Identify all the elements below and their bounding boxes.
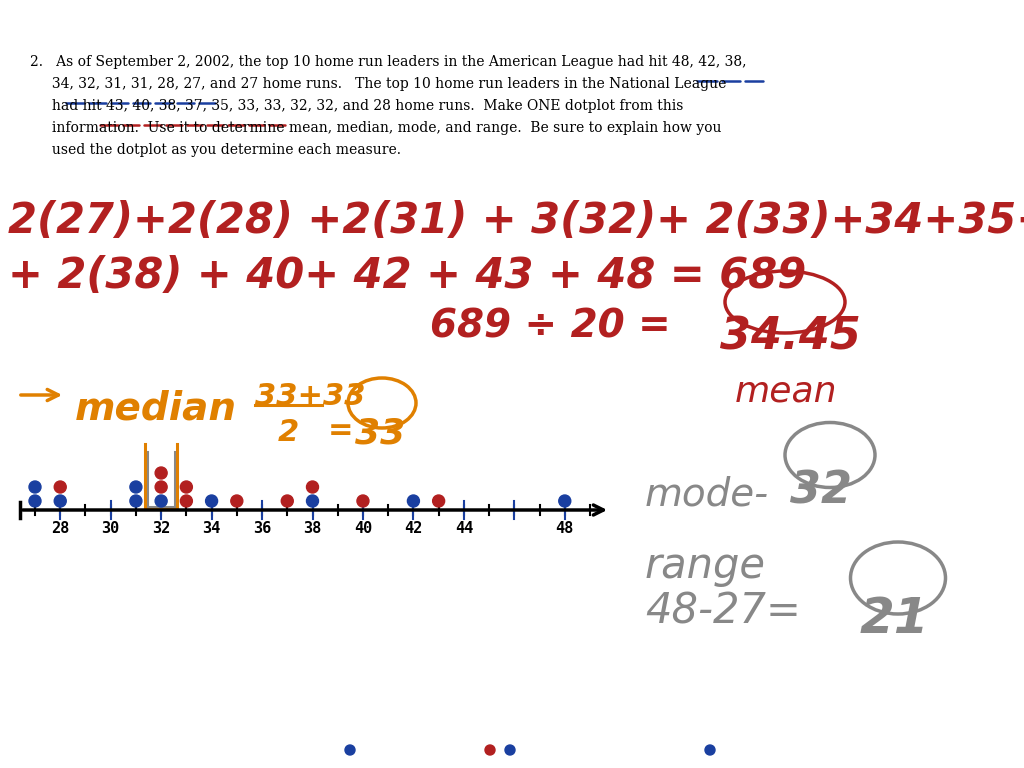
Text: 33+33: 33+33 <box>255 382 366 411</box>
Text: 32: 32 <box>790 470 852 513</box>
Text: 38: 38 <box>303 521 322 536</box>
Text: median: median <box>75 390 237 428</box>
Circle shape <box>156 481 167 493</box>
Text: 30: 30 <box>101 521 120 536</box>
Text: 34: 34 <box>203 521 221 536</box>
Circle shape <box>559 495 570 507</box>
Text: used the dotplot as you determine each measure.: used the dotplot as you determine each m… <box>30 143 401 157</box>
Circle shape <box>306 495 318 507</box>
Circle shape <box>705 745 715 755</box>
Text: 2(27)+2(28) +2(31) + 3(32)+ 2(33)+34+35+ 37: 2(27)+2(28) +2(31) + 3(32)+ 2(33)+34+35+… <box>8 200 1024 242</box>
Circle shape <box>432 495 444 507</box>
Text: 42: 42 <box>404 521 423 536</box>
Text: 48: 48 <box>556 521 573 536</box>
Circle shape <box>505 745 515 755</box>
Circle shape <box>230 495 243 507</box>
Text: 28: 28 <box>51 521 70 536</box>
Circle shape <box>54 481 67 493</box>
Circle shape <box>29 495 41 507</box>
Text: 40: 40 <box>354 521 372 536</box>
Text: + 2(38) + 40+ 42 + 43 + 48 = 689: + 2(38) + 40+ 42 + 43 + 48 = 689 <box>8 255 806 297</box>
Text: 689 ÷ 20 =: 689 ÷ 20 = <box>430 308 671 346</box>
Text: 32: 32 <box>152 521 170 536</box>
Circle shape <box>54 495 67 507</box>
Text: 2: 2 <box>278 418 299 447</box>
Text: 34.45: 34.45 <box>720 315 861 358</box>
Circle shape <box>29 481 41 493</box>
Text: 33: 33 <box>355 416 406 450</box>
Circle shape <box>345 745 355 755</box>
Text: mode-: mode- <box>645 475 769 513</box>
Circle shape <box>156 495 167 507</box>
Circle shape <box>180 495 193 507</box>
Text: 21: 21 <box>860 595 930 643</box>
Circle shape <box>156 467 167 479</box>
Text: 36: 36 <box>253 521 271 536</box>
Circle shape <box>206 495 217 507</box>
Text: 34, 32, 31, 31, 28, 27, and 27 home runs.   The top 10 home run leaders in the N: 34, 32, 31, 31, 28, 27, and 27 home runs… <box>30 77 726 91</box>
Circle shape <box>485 745 495 755</box>
Circle shape <box>408 495 420 507</box>
Text: =: = <box>328 416 353 445</box>
Text: mean: mean <box>735 375 838 409</box>
Circle shape <box>282 495 293 507</box>
Text: range: range <box>645 545 766 587</box>
Circle shape <box>180 481 193 493</box>
Circle shape <box>357 495 369 507</box>
Text: 44: 44 <box>455 521 473 536</box>
Circle shape <box>130 495 142 507</box>
Text: had hit 43, 40, 38, 37, 35, 33, 33, 32, 32, and 28 home runs.  Make ONE dotplot : had hit 43, 40, 38, 37, 35, 33, 33, 32, … <box>30 99 683 113</box>
Circle shape <box>130 481 142 493</box>
Text: 2.   As of September 2, 2002, the top 10 home run leaders in the American League: 2. As of September 2, 2002, the top 10 h… <box>30 55 746 69</box>
Text: information.  Use it to determine mean, median, mode, and range.  Be sure to exp: information. Use it to determine mean, m… <box>30 121 722 135</box>
Text: 48-27=: 48-27= <box>645 590 801 632</box>
Circle shape <box>306 481 318 493</box>
